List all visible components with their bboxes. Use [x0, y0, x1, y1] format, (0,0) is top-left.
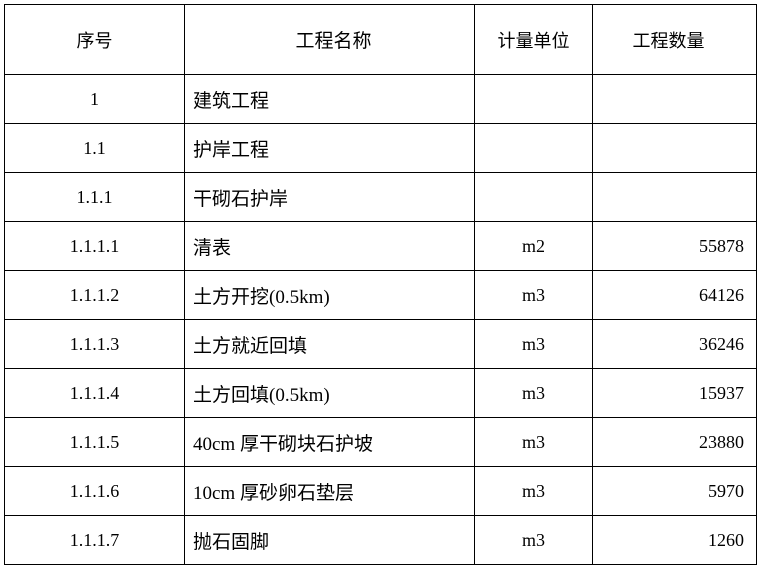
cell-unit: m3 [475, 320, 593, 369]
table-row: 1.1 护岸工程 [5, 124, 757, 173]
cell-name: 护岸工程 [185, 124, 475, 173]
table-row: 1.1.1.1 清表 m2 55878 [5, 222, 757, 271]
cell-qty: 64126 [593, 271, 757, 320]
cell-seq: 1.1.1.3 [5, 320, 185, 369]
cell-unit: m3 [475, 516, 593, 565]
cell-unit [475, 173, 593, 222]
table-row: 1.1.1.3 土方就近回填 m3 36246 [5, 320, 757, 369]
cell-name: 40cm 厚干砌块石护坡 [185, 418, 475, 467]
cell-name: 建筑工程 [185, 75, 475, 124]
header-row: 序号 工程名称 计量单位 工程数量 [5, 5, 757, 75]
header-seq: 序号 [5, 5, 185, 75]
header-name: 工程名称 [185, 5, 475, 75]
cell-qty: 23880 [593, 418, 757, 467]
cell-seq: 1.1.1.6 [5, 467, 185, 516]
cell-unit: m3 [475, 418, 593, 467]
cell-seq: 1 [5, 75, 185, 124]
cell-qty: 5970 [593, 467, 757, 516]
cell-seq: 1.1.1.5 [5, 418, 185, 467]
cell-unit: m3 [475, 271, 593, 320]
table-row: 1.1.1.4 土方回填(0.5km) m3 15937 [5, 369, 757, 418]
cell-name: 10cm 厚砂卵石垫层 [185, 467, 475, 516]
engineering-quantity-table: 序号 工程名称 计量单位 工程数量 1 建筑工程 1.1 护岸工程 1.1.1 … [4, 4, 757, 565]
table-row: 1.1.1.5 40cm 厚干砌块石护坡 m3 23880 [5, 418, 757, 467]
table-row: 1.1.1 干砌石护岸 [5, 173, 757, 222]
cell-qty [593, 173, 757, 222]
table-row: 1.1.1.7 抛石固脚 m3 1260 [5, 516, 757, 565]
table-body: 1 建筑工程 1.1 护岸工程 1.1.1 干砌石护岸 1.1.1.1 清表 m… [5, 75, 757, 565]
table-row: 1.1.1.6 10cm 厚砂卵石垫层 m3 5970 [5, 467, 757, 516]
cell-seq: 1.1.1 [5, 173, 185, 222]
cell-qty [593, 124, 757, 173]
cell-seq: 1.1.1.4 [5, 369, 185, 418]
cell-name: 土方回填(0.5km) [185, 369, 475, 418]
cell-name: 土方开挖(0.5km) [185, 271, 475, 320]
cell-unit: m3 [475, 467, 593, 516]
cell-seq: 1.1.1.1 [5, 222, 185, 271]
cell-qty: 1260 [593, 516, 757, 565]
cell-unit [475, 124, 593, 173]
cell-qty: 15937 [593, 369, 757, 418]
table-row: 1 建筑工程 [5, 75, 757, 124]
table-row: 1.1.1.2 土方开挖(0.5km) m3 64126 [5, 271, 757, 320]
cell-seq: 1.1 [5, 124, 185, 173]
cell-name: 土方就近回填 [185, 320, 475, 369]
cell-name: 抛石固脚 [185, 516, 475, 565]
cell-qty: 36246 [593, 320, 757, 369]
cell-unit: m3 [475, 369, 593, 418]
cell-qty: 55878 [593, 222, 757, 271]
cell-unit [475, 75, 593, 124]
cell-name: 清表 [185, 222, 475, 271]
cell-qty [593, 75, 757, 124]
cell-name: 干砌石护岸 [185, 173, 475, 222]
header-unit: 计量单位 [475, 5, 593, 75]
cell-unit: m2 [475, 222, 593, 271]
cell-seq: 1.1.1.7 [5, 516, 185, 565]
cell-seq: 1.1.1.2 [5, 271, 185, 320]
header-qty: 工程数量 [593, 5, 757, 75]
